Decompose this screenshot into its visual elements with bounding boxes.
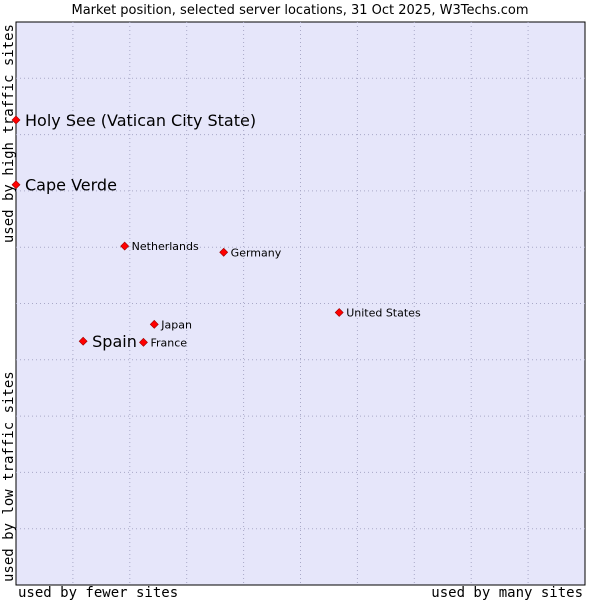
point-label-united-states: United States — [346, 307, 421, 320]
point-marker-united-states — [334, 308, 344, 317]
point-marker-france — [139, 337, 148, 347]
y-axis-label-high: used by high traffic sites — [1, 24, 17, 243]
point-label-germany: Germany — [231, 246, 282, 259]
point-label-holy-see-vatican-city-state: Holy See (Vatican City State) — [25, 111, 256, 130]
data-points: Holy See (Vatican City State) Cape Verde N… — [11, 111, 421, 351]
point-label-france: France — [150, 336, 187, 349]
chart-title: Market position, selected server locatio… — [71, 3, 528, 18]
point-marker-spain — [78, 336, 88, 346]
point-marker-netherlands — [120, 241, 130, 251]
point-marker-germany — [219, 247, 229, 257]
point-marker-cape-verde — [11, 180, 21, 190]
x-axis-label-low: used by fewer sites — [18, 585, 178, 600]
point-label-netherlands: Netherlands — [132, 240, 199, 253]
point-marker-holy-see-vatican-city-state — [11, 115, 21, 125]
point-label-cape-verde: Cape Verde — [25, 176, 117, 195]
grid-lines — [16, 22, 585, 585]
y-axis-label-low: used by low traffic sites — [1, 371, 17, 582]
point-label-japan: Japan — [160, 318, 192, 331]
point-marker-japan — [149, 319, 159, 329]
x-axis-label-high: used by many sites — [431, 585, 583, 600]
point-label-spain: Spain — [92, 332, 137, 351]
